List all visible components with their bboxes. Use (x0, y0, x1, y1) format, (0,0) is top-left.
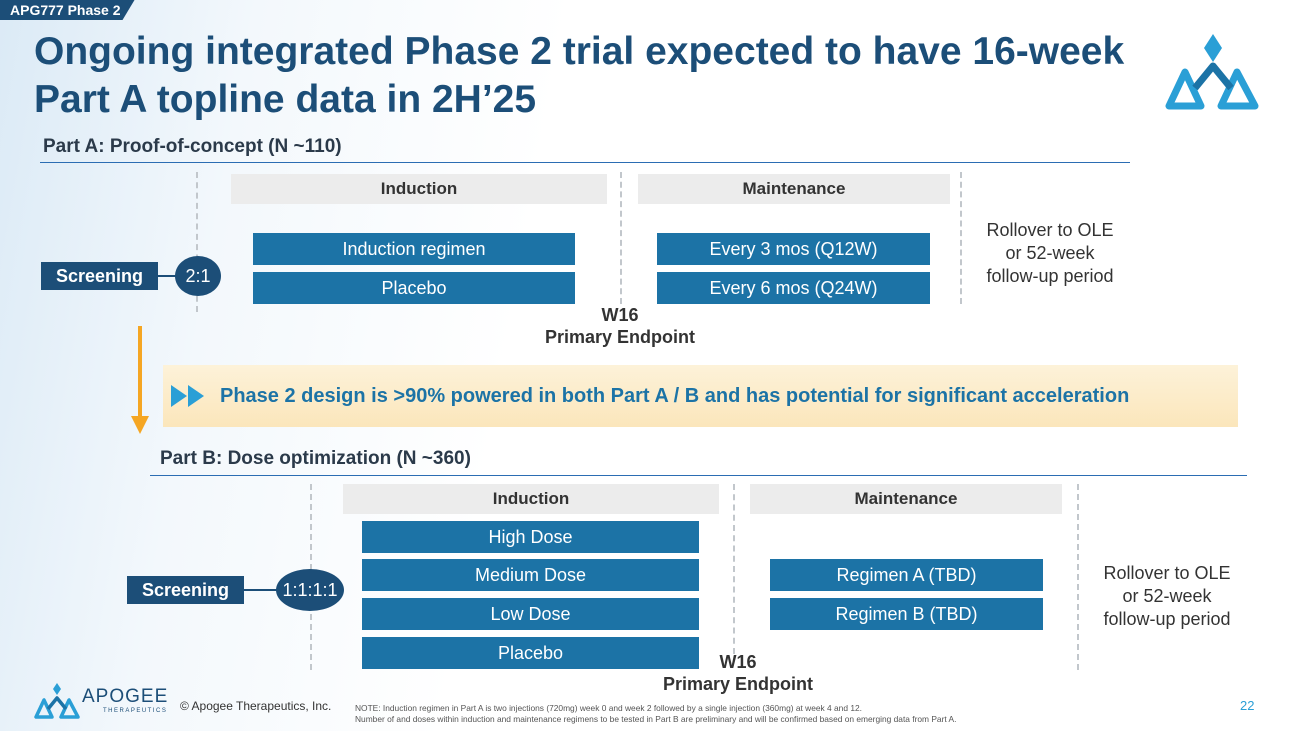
part-b-end-dash (1077, 484, 1079, 670)
part-a-maintenance-header: Maintenance (638, 174, 950, 204)
part-a-start-dash (196, 172, 198, 312)
apogee-mark-icon (1165, 34, 1259, 110)
part-a-end-dash (960, 172, 962, 304)
part-a-title: Part A: Proof-of-concept (N ~110) (43, 136, 342, 157)
part-a-randomization-ratio: 2:1 (175, 256, 221, 296)
part-b-w16-dash (733, 484, 735, 654)
part-b-dose-arm: High Dose (362, 521, 699, 553)
part-b-induction-header: Induction (343, 484, 719, 514)
endpoint-week: W16 (719, 652, 757, 672)
part-a-induction-header: Induction (231, 174, 607, 204)
part-a-w16-dash (620, 172, 622, 304)
part-b-maintenance-arm: Regimen A (TBD) (770, 559, 1043, 591)
logo-wordmark: APOGEE (82, 686, 169, 707)
part-b-dose-arm: Low Dose (362, 598, 699, 630)
rollover-line: Rollover to OLE (986, 220, 1114, 240)
endpoint-label: Primary Endpoint (662, 674, 814, 694)
part-a-primary-endpoint: W16 Primary Endpoint (510, 304, 730, 348)
part-a-induction-arm: Induction regimen (253, 233, 575, 265)
part-b-dose-arm: Medium Dose (362, 559, 699, 591)
down-arrow-icon (131, 326, 149, 434)
part-b-primary-endpoint: W16 Primary Endpoint (628, 651, 848, 695)
part-b-divider (150, 475, 1247, 476)
footnote: NOTE: Induction regimen in Part A is two… (355, 703, 956, 725)
part-a-connector (158, 275, 178, 277)
part-b-randomization-ratio: 1:1:1:1 (276, 569, 344, 611)
part-a-maintenance-arm: Every 6 mos (Q24W) (657, 272, 930, 304)
rollover-line: follow-up period (1103, 609, 1231, 629)
part-a-divider (40, 162, 1130, 163)
part-b-ratio-text: 1:1:1:1 (282, 579, 338, 600)
footnote-line: Number of and doses within induction and… (355, 714, 957, 724)
part-b-connector (244, 589, 280, 591)
rollover-line: Rollover to OLE (1103, 563, 1231, 583)
copyright: © Apogee Therapeutics, Inc. (180, 699, 332, 713)
part-a-ratio-text: 2:1 (185, 265, 211, 286)
footnote-line: NOTE: Induction regimen in Part A is two… (355, 703, 862, 713)
part-a-rollover: Rollover to OLE or 52-week follow-up per… (965, 219, 1135, 288)
part-b-screening-box: Screening (127, 576, 244, 604)
endpoint-week: W16 (601, 305, 639, 325)
key-message-banner: Phase 2 design is >90% powered in both P… (163, 365, 1238, 427)
part-a-screening-box: Screening (41, 262, 158, 290)
part-b-title: Part B: Dose optimization (N ~360) (160, 448, 471, 469)
part-a-maintenance-arm: Every 3 mos (Q12W) (657, 233, 930, 265)
section-tag: APG777 Phase 2 (0, 0, 135, 20)
logo-subtitle: THERAPEUTICS (103, 708, 168, 714)
part-a-placebo-arm: Placebo (253, 272, 575, 304)
rollover-line: or 52-week (1122, 586, 1212, 606)
part-b-maintenance-arm: Regimen B (TBD) (770, 598, 1043, 630)
part-b-maintenance-header: Maintenance (750, 484, 1062, 514)
double-chevron-icon (171, 385, 204, 407)
page-number: 22 (1240, 698, 1255, 713)
rollover-line: follow-up period (986, 266, 1114, 286)
endpoint-label: Primary Endpoint (544, 327, 696, 347)
apogee-logo-icon (34, 683, 80, 719)
rollover-line: or 52-week (1005, 243, 1095, 263)
banner-text: Phase 2 design is >90% powered in both P… (220, 385, 1130, 407)
part-b-placebo-arm: Placebo (362, 637, 699, 669)
part-b-rollover: Rollover to OLE or 52-week follow-up per… (1082, 562, 1252, 631)
page-title: Ongoing integrated Phase 2 trial expecte… (34, 30, 1125, 121)
